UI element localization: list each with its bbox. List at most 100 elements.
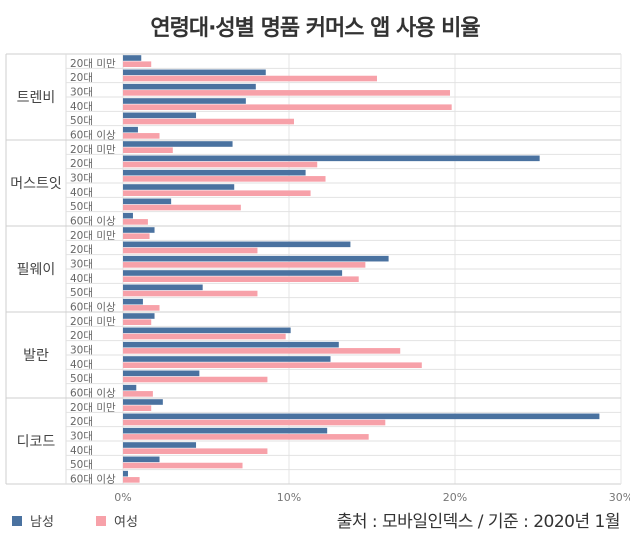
- bar-female: [123, 247, 258, 254]
- category-label: 30대: [70, 87, 93, 99]
- bar-female: [123, 104, 452, 110]
- category-label: 60대 이상: [70, 130, 116, 142]
- category-label: 50대: [70, 115, 93, 127]
- bar-female: [123, 477, 140, 483]
- category-label: 40대: [70, 359, 93, 371]
- bar-male: [123, 255, 389, 262]
- bar-female: [123, 75, 377, 82]
- category-label: 20대 미만: [70, 58, 116, 70]
- bar-female: [123, 290, 258, 297]
- bar-male: [123, 55, 142, 61]
- bar-male: [123, 198, 172, 205]
- bar-male: [123, 356, 331, 362]
- chart-title: 연령대·성별 명품 커머스 앱 사용 비율: [150, 16, 480, 41]
- bar-female: [123, 233, 150, 239]
- x-tick-label: 10%: [277, 491, 301, 504]
- bar-male: [123, 470, 128, 477]
- bar-male: [123, 169, 306, 176]
- category-label: 30대: [70, 345, 93, 357]
- bar-male: [123, 126, 138, 133]
- bar-female: [123, 405, 152, 411]
- bar-male: [123, 456, 160, 463]
- category-label: 40대: [70, 445, 93, 457]
- bar-female: [123, 176, 326, 182]
- x-tick-label: 30%: [609, 491, 630, 504]
- category-label: 60대 이상: [70, 216, 116, 228]
- bar-female: [123, 391, 153, 397]
- bar-female: [123, 319, 152, 325]
- category-label: 30대: [70, 173, 93, 185]
- category-label: 40대: [70, 101, 93, 113]
- bar-female: [123, 161, 318, 168]
- bar-male: [123, 83, 256, 90]
- category-label: 20대: [70, 72, 93, 84]
- bar-female: [123, 61, 152, 67]
- bar-female: [123, 276, 359, 282]
- category-label: 20대 미만: [70, 402, 116, 414]
- category-label: 30대: [70, 431, 93, 443]
- category-label: 50대: [70, 287, 93, 299]
- group-label: 필웨이: [17, 262, 56, 278]
- bar-male: [123, 399, 163, 405]
- category-label: 20대 미만: [70, 144, 116, 156]
- bar-female: [123, 204, 241, 211]
- bar-female: [123, 348, 401, 354]
- bar-male: [123, 69, 266, 76]
- bar-female: [123, 90, 451, 96]
- bar-male: [123, 98, 246, 104]
- category-label: 20대 미만: [70, 230, 116, 242]
- bar-female: [123, 333, 286, 340]
- bar-female: [123, 462, 243, 469]
- group-label: 디코드: [17, 434, 56, 450]
- bar-male: [123, 212, 133, 219]
- group-label: 트렌비: [17, 90, 56, 106]
- category-label: 20대 미만: [70, 316, 116, 328]
- bar-female: [123, 434, 369, 440]
- category-label: 60대 이상: [70, 474, 116, 486]
- bar-male: [123, 241, 351, 248]
- bar-male: [123, 270, 343, 276]
- category-label: 60대 이상: [70, 302, 116, 314]
- legend-item-female: 여성: [96, 511, 138, 530]
- bar-male: [123, 442, 197, 448]
- category-label: 20대: [70, 416, 93, 428]
- bar-male: [123, 313, 155, 319]
- bar-male: [123, 227, 155, 233]
- bar-male: [123, 141, 233, 147]
- legend-label-male: 남성: [30, 515, 54, 530]
- group-label: 머스트잇: [10, 176, 62, 192]
- source-note: 출처 : 모바일인덱스 / 기준 : 2020년 1월: [336, 512, 621, 532]
- group-label: 발란: [23, 348, 49, 364]
- bar-female: [123, 118, 294, 125]
- bar-female: [123, 262, 366, 268]
- x-tick-label: 20%: [443, 491, 467, 504]
- bar-male: [123, 327, 291, 334]
- bar-female: [123, 133, 160, 139]
- bar-male: [123, 413, 600, 420]
- bar-male: [123, 284, 203, 291]
- category-label: 50대: [70, 459, 93, 471]
- category-label: 60대 이상: [70, 388, 116, 400]
- bar-male: [123, 341, 339, 348]
- category-label: 40대: [70, 273, 93, 285]
- category-label: 30대: [70, 259, 93, 271]
- bar-male: [123, 184, 235, 190]
- legend-swatch-female: [96, 515, 106, 526]
- category-label: 50대: [70, 373, 93, 385]
- bar-female: [123, 419, 386, 426]
- x-tick-label: 0%: [114, 491, 131, 504]
- category-label: 40대: [70, 187, 93, 199]
- category-label: 20대: [70, 244, 93, 256]
- legend-label-female: 여성: [114, 515, 138, 530]
- bar-female: [123, 305, 160, 311]
- bar-male: [123, 370, 200, 377]
- bar-male: [123, 384, 137, 391]
- bar-female: [123, 190, 311, 196]
- bar-female: [123, 376, 268, 383]
- bar-female: [123, 147, 173, 153]
- bar-male: [123, 298, 143, 305]
- category-label: 50대: [70, 201, 93, 213]
- legend-item-male: 남성: [12, 511, 54, 530]
